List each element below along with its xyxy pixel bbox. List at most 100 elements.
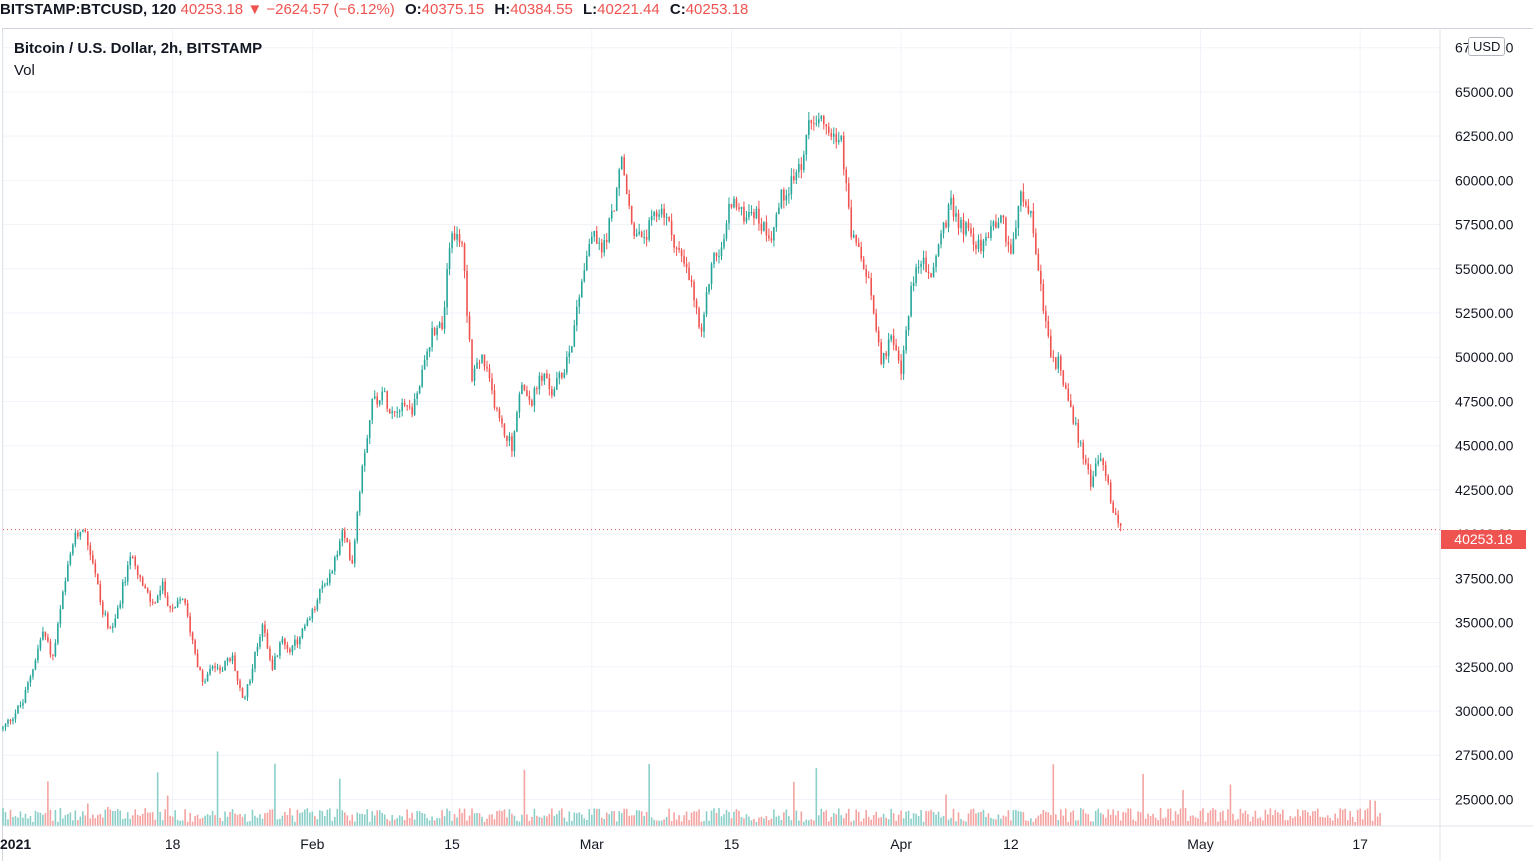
candle-body (708, 283, 710, 293)
candle-body (600, 242, 603, 253)
volume-bar (89, 818, 92, 826)
volume-bar (625, 808, 628, 826)
candle-body (236, 670, 239, 681)
volume-bar (1047, 812, 1050, 826)
candle-body (1020, 191, 1022, 206)
time-tick-label: May (1187, 836, 1213, 852)
volume-bar (251, 809, 254, 826)
volume-bar (1062, 815, 1065, 826)
candle-body (169, 605, 171, 608)
candle-body (725, 223, 728, 239)
volume-bar (1334, 813, 1337, 826)
volume-bar (733, 811, 735, 826)
close-value: 40253.18 (685, 1, 749, 18)
candle-body (1025, 201, 1027, 206)
volume-bar (201, 817, 204, 826)
candle-body (34, 660, 37, 670)
chart-title: Bitcoin / U.S. Dollar, 2h, BITSTAMP (14, 40, 263, 57)
volume-bar (1209, 810, 1212, 826)
candle-body (264, 624, 266, 633)
time-axis: 2021 18 Feb 15 Mar 15 Apr 12 May 17 (0, 836, 1368, 852)
volume-bar (343, 812, 346, 826)
volume-bar (366, 809, 369, 826)
candle-body (184, 598, 186, 604)
candle-body (748, 212, 750, 218)
candle-body (942, 222, 945, 234)
volume-bar (82, 811, 84, 826)
candle-body (877, 330, 880, 343)
volume-bar (1267, 814, 1269, 826)
volume-bar (840, 815, 843, 826)
candle-body (543, 373, 546, 381)
volume-bar (633, 815, 635, 826)
candle-body (204, 681, 206, 683)
currency-button[interactable]: USD (1468, 37, 1506, 56)
volume-bar (1089, 821, 1092, 826)
volume-bar (1369, 800, 1371, 826)
volume-bar (324, 816, 326, 826)
volume-bar (1015, 809, 1017, 826)
volume-bar (1159, 807, 1162, 826)
candle-body (1102, 458, 1105, 466)
volume-bar (1224, 820, 1227, 826)
volume-bar (563, 817, 566, 826)
candle-body (311, 609, 314, 619)
candle-body (887, 339, 890, 357)
volume-bar (915, 813, 917, 826)
candle-body (483, 354, 486, 367)
volume-bar (855, 809, 858, 826)
volume-bar (1184, 808, 1187, 826)
volume-bar (111, 811, 114, 826)
volume-bars (2, 751, 1381, 826)
volume-bar (458, 808, 461, 826)
symbol-name[interactable]: BITSTAMP:BTCUSD, 120 (0, 1, 177, 18)
volume-bar (1341, 809, 1344, 826)
candle-body (897, 350, 900, 361)
last-price: 40253.18 (180, 1, 244, 18)
candle-body (481, 354, 483, 363)
volume-bar (945, 794, 947, 826)
candle-body (945, 222, 947, 228)
volume-bar (87, 803, 89, 826)
candle-body (965, 222, 967, 235)
volume-bar (1050, 815, 1052, 826)
candle-body (226, 658, 229, 662)
volume-bar (882, 813, 885, 826)
volume-bar (54, 809, 57, 826)
candle-body (291, 645, 294, 653)
candle-body (463, 243, 466, 271)
volume-bar (446, 808, 448, 826)
volume-bar (942, 815, 945, 826)
candle-body (1114, 512, 1117, 515)
volume-bar (1082, 809, 1085, 826)
price-change: −2624.57 (−6.12%) (266, 1, 395, 18)
high-label: H: (494, 1, 511, 18)
volume-bar (1030, 818, 1032, 826)
volume-bar (1219, 812, 1222, 826)
price-tick-label: 52500.00 (1455, 305, 1514, 321)
volume-bar (872, 815, 875, 826)
volume-bar (800, 811, 803, 826)
volume-bar (690, 812, 693, 826)
candle-body (341, 530, 344, 542)
candle-body (700, 327, 703, 332)
volume-bar (533, 808, 536, 826)
candle-body (366, 438, 369, 453)
candle-body (269, 648, 271, 660)
volume-bar (47, 781, 49, 826)
candle-body (346, 537, 349, 543)
candle-body (950, 197, 952, 205)
volume-bar (1079, 808, 1082, 826)
candle-body (720, 247, 723, 256)
volume-bar (316, 819, 319, 826)
volume-bar (241, 816, 244, 826)
candle-body (154, 602, 156, 604)
candle-body (353, 540, 356, 564)
volume-bar (99, 813, 102, 826)
candle-body (114, 618, 117, 627)
volume-bar (161, 820, 164, 826)
volume-bar (129, 818, 132, 826)
volume-bar (141, 813, 144, 826)
candle-body (955, 213, 957, 217)
